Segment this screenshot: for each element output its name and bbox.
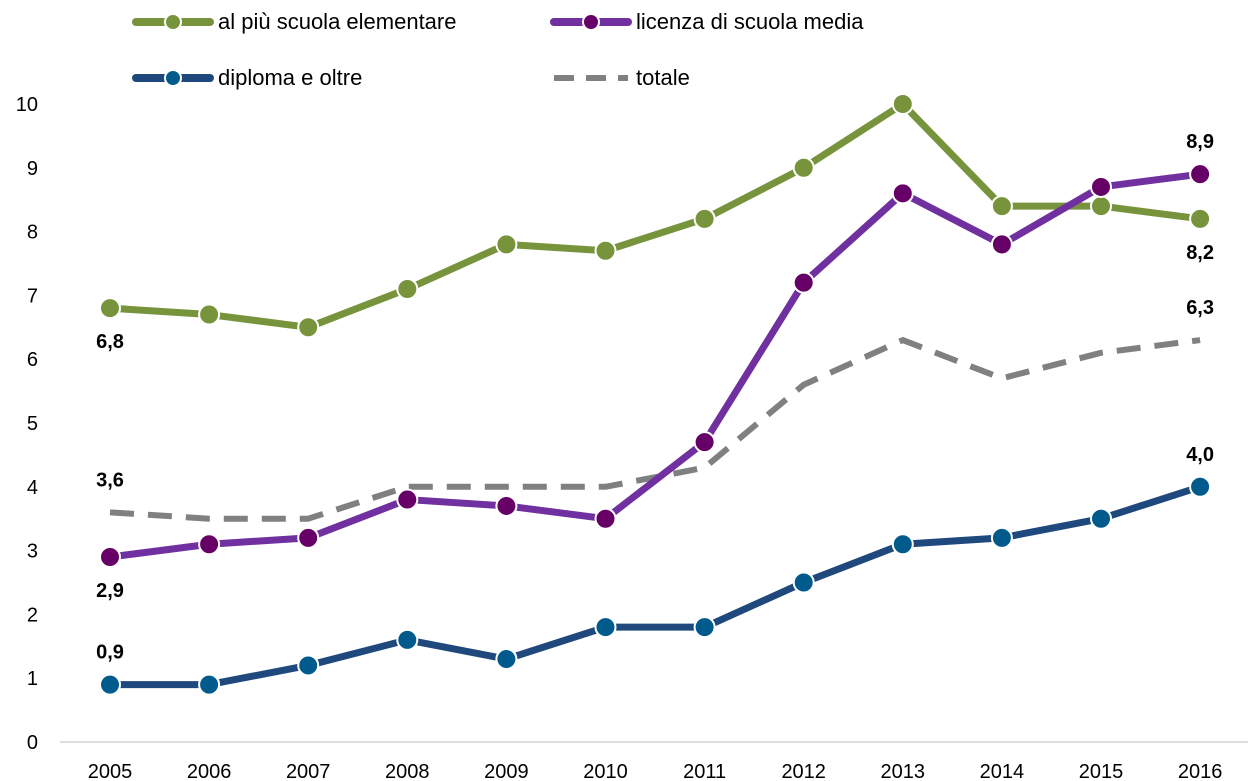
legend-label-media: licenza di scuola media	[636, 9, 864, 34]
legend-label-elementare: al più scuola elementare	[218, 9, 457, 34]
legend-item-media: licenza di scuola media	[550, 8, 863, 36]
series-2	[99, 475, 1212, 696]
series-1	[99, 163, 1212, 568]
y-tick-label: 8	[27, 222, 38, 244]
data-point	[297, 526, 320, 549]
data-point	[198, 673, 221, 696]
data-point	[891, 93, 914, 115]
data-point	[792, 271, 815, 294]
x-tick-label: 2012	[781, 761, 826, 781]
y-tick-label: 0	[27, 732, 38, 754]
data-point	[1090, 175, 1112, 198]
series-group	[99, 93, 1212, 696]
legend-swatch-media	[550, 13, 632, 31]
legend-swatch-elementare	[132, 13, 214, 31]
series-3	[109, 337, 1201, 522]
data-label: 0,9	[96, 642, 124, 664]
x-tick-label: 2011	[683, 761, 726, 781]
data-point	[792, 571, 815, 594]
legend-item-elementare: al più scuola elementare	[132, 8, 456, 36]
series-line-totale	[109, 337, 1201, 522]
data-point	[1090, 507, 1112, 530]
y-tick-label: 9	[27, 158, 38, 180]
x-tick-label: 2009	[484, 761, 529, 781]
data-point	[891, 533, 914, 556]
data-label: 8,9	[1186, 131, 1214, 153]
data-point	[1189, 163, 1212, 186]
data-point	[198, 533, 221, 556]
data-point	[396, 628, 419, 651]
data-point	[495, 648, 518, 671]
data-point	[990, 526, 1013, 549]
legend-label-diploma: diploma e oltre	[218, 65, 363, 90]
legend-label-totale: totale	[636, 65, 690, 90]
data-label: 2,9	[96, 580, 124, 602]
y-tick-label: 10	[16, 94, 38, 116]
data-point	[99, 545, 121, 568]
data-point	[693, 431, 716, 454]
data-point	[495, 233, 518, 256]
data-point	[396, 278, 419, 301]
data-point	[792, 156, 815, 179]
x-tick-label: 2010	[583, 761, 628, 781]
y-axis: 0 1 2 3 4 5 6 7 8 9 10	[16, 94, 38, 754]
x-tick-label: 2014	[980, 761, 1025, 781]
x-tick-label: 2007	[286, 761, 331, 781]
data-point	[297, 316, 320, 339]
data-point	[99, 297, 121, 320]
legend-item-totale: totale	[550, 64, 690, 92]
y-tick-label: 2	[27, 604, 38, 626]
y-tick-label: 1	[27, 668, 38, 690]
series-line	[106, 483, 1204, 689]
data-point	[891, 182, 914, 205]
legend-item-diploma: diploma e oltre	[132, 64, 362, 92]
x-tick-label: 2006	[187, 761, 232, 781]
data-point	[1189, 207, 1212, 230]
data-labels: 6,8 8,2 2,9 8,9 0,9 4,0 3,6 6,3	[96, 131, 1214, 663]
series-line	[106, 100, 1204, 331]
x-axis: 2005 2006 2007 2008 2009 2010 2011 2012 2013 2014…	[60, 741, 1248, 781]
x-tick-label: 2013	[881, 761, 926, 781]
y-tick-label: 6	[27, 349, 38, 371]
data-label: 4,0	[1186, 444, 1214, 466]
data-point	[594, 507, 617, 530]
data-label: 8,2	[1186, 242, 1214, 264]
data-point	[594, 616, 617, 639]
data-point	[495, 494, 518, 517]
data-point	[99, 673, 121, 696]
data-label: 3,6	[96, 469, 124, 491]
data-point	[396, 488, 419, 511]
data-point	[693, 616, 716, 639]
data-point	[1090, 195, 1112, 218]
y-tick-label: 5	[27, 413, 38, 435]
y-tick-label: 3	[27, 541, 38, 563]
data-point	[594, 239, 617, 262]
data-point	[198, 303, 221, 326]
y-tick-label: 7	[27, 285, 38, 307]
x-tick-label: 2008	[385, 761, 430, 781]
x-tick-label: 2015	[1079, 761, 1124, 781]
legend-swatch-totale	[554, 75, 628, 81]
legend-swatch-diploma	[132, 69, 214, 87]
series-0	[99, 93, 1212, 339]
data-point	[693, 207, 716, 230]
data-point	[297, 654, 320, 677]
data-point	[990, 195, 1013, 218]
x-tick-label: 2016	[1178, 761, 1223, 781]
data-label: 6,8	[96, 331, 124, 353]
x-tick-label: 2005	[88, 761, 133, 781]
data-label: 6,3	[1186, 297, 1214, 319]
series-line	[106, 170, 1204, 561]
data-point	[1189, 475, 1212, 498]
y-tick-label: 4	[27, 477, 38, 499]
data-point	[990, 233, 1013, 256]
